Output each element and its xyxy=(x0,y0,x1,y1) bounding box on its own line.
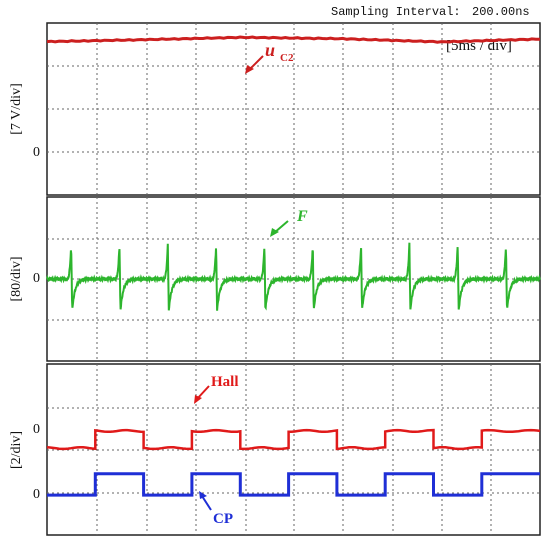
f-arrowhead-icon xyxy=(270,228,279,237)
hall-series-name: Hall xyxy=(211,374,239,390)
sampling-interval-label: Sampling Interval: xyxy=(331,5,461,19)
hall-arrowhead-icon xyxy=(194,395,202,404)
uc2-series-subscript: C2 xyxy=(280,52,294,64)
f-series-name: F xyxy=(296,208,308,225)
f-annotation: F xyxy=(270,208,308,237)
cp-arrowhead-icon xyxy=(199,491,207,499)
uc2-series-name: u xyxy=(265,40,275,60)
hall-trace xyxy=(46,428,541,451)
middle-zero-label: 0 xyxy=(33,271,40,286)
top-zero-label: 0 xyxy=(33,145,40,160)
middle-y-axis-label: [80/div] xyxy=(9,256,24,301)
hall-annotation: Hall xyxy=(194,374,239,404)
cp-zero-label: 0 xyxy=(33,487,40,502)
uc2-trace xyxy=(46,35,541,44)
cp-trace xyxy=(47,472,540,497)
f-trace xyxy=(46,242,541,311)
uc2-annotation: u C2 xyxy=(245,40,294,74)
hall-zero-label: 0 xyxy=(33,422,40,437)
top-y-axis-label: [7 V/div] xyxy=(9,83,24,134)
cp-arrow-line xyxy=(201,495,212,511)
cp-annotation: CP xyxy=(199,491,233,527)
bottom-y-axis-label: [2/div] xyxy=(9,431,24,469)
uc2-arrowhead-icon xyxy=(245,65,254,74)
sampling-interval-value: 200.00ns xyxy=(472,5,530,19)
cp-series-name: CP xyxy=(213,511,233,527)
